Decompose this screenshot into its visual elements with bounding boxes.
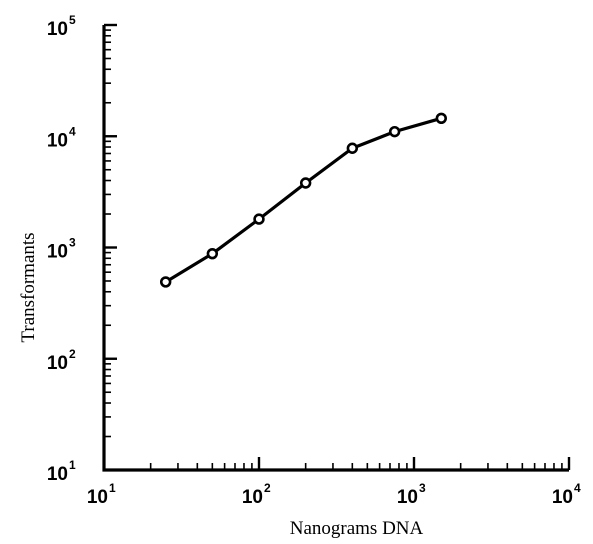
- data-point: [206, 247, 219, 260]
- y-axis-title: Transformants: [18, 232, 39, 342]
- y-tick-exponent: 1: [69, 458, 76, 472]
- tick-labels-layer: 10 110 210 310 410 510 1 10 2 10 3 10 4: [47, 13, 581, 508]
- y-tick-label: 10: [47, 464, 68, 485]
- data-point: [299, 177, 312, 189]
- ticks-layer: [102, 23, 571, 472]
- x-tick-label: 10: [87, 487, 108, 508]
- data-point: [159, 276, 172, 288]
- y-tick-exponent: 2: [69, 347, 76, 361]
- y-tick-label: 10: [47, 242, 68, 263]
- data-point: [253, 213, 265, 225]
- data-points-layer: [159, 112, 447, 288]
- data-point: [346, 142, 359, 154]
- series-line: [164, 116, 442, 284]
- x-tick-label: 10: [397, 487, 418, 508]
- y-tick-exponent: 5: [69, 13, 76, 27]
- x-tick-exponent: 4: [574, 481, 581, 495]
- x-tick-exponent: 3: [419, 481, 426, 495]
- y-tick-label: 10: [47, 130, 68, 151]
- y-tick-exponent: 3: [69, 236, 76, 250]
- data-point: [388, 125, 401, 138]
- x-tick-label: 10: [242, 487, 263, 508]
- x-tick-exponent: 2: [264, 481, 271, 495]
- x-tick-label: 10: [552, 487, 573, 508]
- x-axis-title: Nanograms DNA: [290, 518, 424, 539]
- y-tick-exponent: 4: [69, 124, 76, 138]
- y-tick-label: 10: [47, 353, 68, 374]
- x-tick-exponent: 1: [109, 481, 116, 495]
- y-tick-label: 10: [47, 19, 68, 40]
- data-point: [435, 112, 447, 124]
